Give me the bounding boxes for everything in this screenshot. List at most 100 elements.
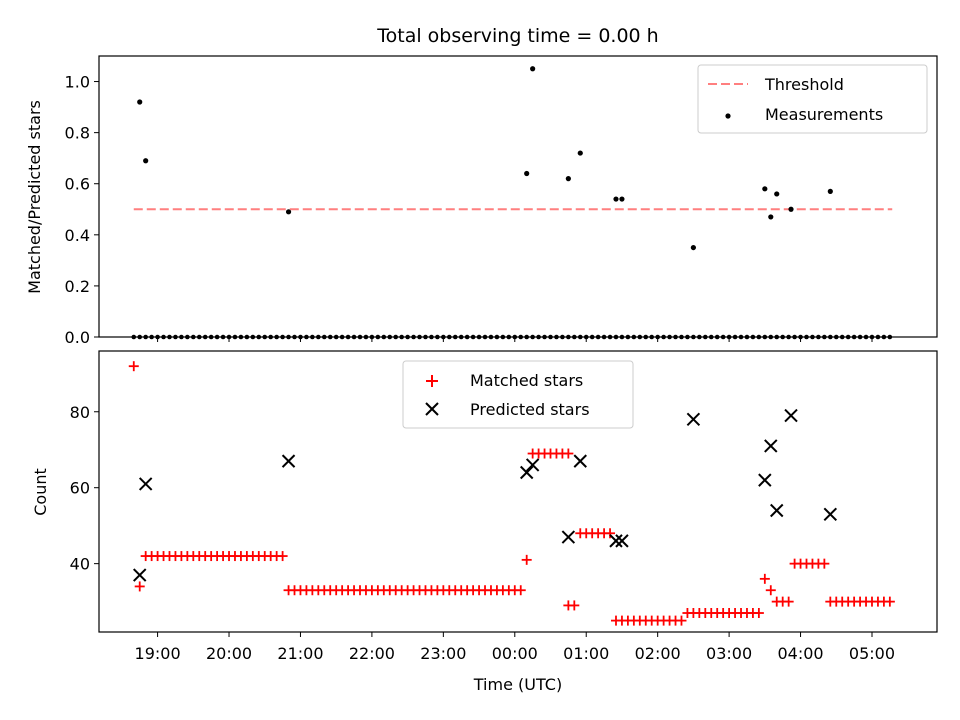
- zero-measurement-point: [131, 334, 137, 340]
- x-tick-label: 04:00: [777, 644, 823, 663]
- zero-measurement-point: [452, 334, 458, 340]
- bottom-legend: Matched stars Predicted stars: [402, 360, 634, 429]
- zero-measurement-point: [589, 334, 595, 340]
- predicted-legend-label: Predicted stars: [470, 400, 590, 419]
- zero-measurement-point: [560, 334, 565, 340]
- zero-measurement-point: [631, 334, 637, 340]
- predicted-star-point: [561, 530, 576, 544]
- zero-measurement-point: [185, 334, 190, 340]
- zero-measurement-point: [625, 334, 631, 340]
- predicted-star-point: [770, 503, 784, 518]
- top-y-tick-label: 1.0: [65, 73, 90, 92]
- zero-measurement-point: [833, 334, 839, 340]
- predicted-star-point: [281, 454, 296, 468]
- zero-measurement-point: [387, 334, 393, 340]
- zero-measurement-point: [649, 334, 655, 340]
- zero-measurement-point: [423, 334, 428, 340]
- zero-measurement-point: [572, 334, 577, 340]
- zero-measurement-point: [327, 334, 333, 340]
- zero-measurement-point: [548, 334, 553, 340]
- measurement-point: [285, 209, 292, 215]
- measurements-legend-label: Measurements: [765, 105, 883, 124]
- bottom-y-axis-title: Count: [31, 468, 50, 516]
- zero-measurement-point: [274, 334, 279, 340]
- zero-measurement-point: [137, 334, 143, 340]
- x-tick-label: 23:00: [420, 644, 466, 663]
- zero-measurement-point: [220, 334, 226, 340]
- measurement-point: [565, 176, 571, 182]
- zero-measurement-point: [691, 334, 696, 340]
- threshold-legend-label: Threshold: [764, 75, 844, 94]
- zero-measurement-point: [268, 334, 273, 340]
- bottom-y-tick-label: 80: [70, 403, 90, 422]
- matched-stars-points: [128, 361, 895, 626]
- measurement-point: [530, 66, 536, 72]
- zero-measurement-point: [512, 334, 518, 340]
- zero-measurement-point: [697, 334, 702, 340]
- zero-measurement-point: [179, 334, 184, 340]
- x-axis-title: Time (UTC): [473, 675, 562, 694]
- zero-measurement-point: [702, 334, 708, 340]
- zero-measurement-point: [196, 334, 202, 340]
- top-y-axis-title: Matched/Predicted stars: [25, 100, 44, 294]
- x-tick-label: 02:00: [635, 644, 681, 663]
- measurement-point: [577, 150, 583, 156]
- zero-measurement-point: [429, 334, 434, 340]
- zero-measurement-point: [828, 334, 833, 340]
- predicted-star-point: [138, 477, 153, 491]
- zero-measurement-point: [304, 334, 309, 340]
- zero-measurement-point: [262, 334, 268, 340]
- zero-measurement-point: [155, 334, 160, 340]
- zero-measurement-point: [310, 334, 315, 340]
- zero-measurement-point: [214, 334, 220, 340]
- zero-measurement-point: [607, 334, 613, 340]
- top-y-ticks: 0.0 0.2 0.4 0.6 0.8 1.0: [65, 73, 99, 347]
- measurement-point: [524, 170, 530, 177]
- zero-measurement-point: [822, 334, 827, 340]
- zero-measurement-point: [726, 334, 732, 340]
- top-y-tick-label: 0.4: [65, 226, 90, 245]
- matched-star-point: [676, 615, 687, 626]
- bottom-x-ticks: 19:00 20:00 21:00 22:00 23:00 00:00 01:00 02:00…: [135, 632, 895, 663]
- zero-measurement-point: [714, 334, 720, 340]
- zero-measurement-point: [810, 334, 815, 340]
- top-axes-frame: [98, 55, 938, 338]
- measurement-point: [690, 244, 696, 251]
- zero-measurement-point: [345, 334, 351, 340]
- matched-star-point: [521, 554, 532, 565]
- predicted-star-point: [686, 412, 701, 427]
- zero-measurement-point: [191, 334, 196, 340]
- x-tick-label: 01:00: [563, 644, 609, 663]
- zero-measurement-point: [577, 334, 583, 340]
- zero-measurement-point: [250, 334, 256, 340]
- zero-measurement-point: [232, 334, 238, 340]
- zero-measurement-point: [357, 334, 363, 340]
- x-tick-label: 22:00: [349, 644, 395, 663]
- matched-star-point: [819, 558, 830, 569]
- matched-star-point: [884, 596, 895, 607]
- zero-measurement-point: [679, 334, 684, 340]
- zero-measurement-point: [643, 334, 649, 340]
- predicted-star-point: [615, 534, 629, 548]
- zero-measurement-point: [613, 334, 619, 340]
- zero-measurement-point: [637, 334, 643, 340]
- zero-measurement-point: [857, 334, 863, 340]
- matched-star-point: [134, 581, 145, 592]
- zero-measurement-point: [619, 334, 625, 340]
- matched-star-point: [753, 608, 764, 619]
- measurement-point: [788, 206, 794, 212]
- zero-measurement-point: [750, 334, 756, 340]
- measurement-point: [774, 191, 780, 197]
- measurement-point: [613, 196, 619, 202]
- zero-measurement-point: [494, 334, 500, 340]
- predicted-star-point: [519, 465, 534, 480]
- zero-measurement-point: [399, 334, 404, 340]
- top-y-tick-label: 0.8: [65, 124, 90, 143]
- predicted-star-point: [573, 454, 587, 468]
- zero-measurement-point: [732, 334, 738, 340]
- bottom-y-ticks: 40 60 80: [70, 403, 99, 574]
- zero-measurement-point: [744, 334, 750, 340]
- zero-measurement-point: [369, 334, 375, 340]
- x-tick-label: 05:00: [849, 644, 895, 663]
